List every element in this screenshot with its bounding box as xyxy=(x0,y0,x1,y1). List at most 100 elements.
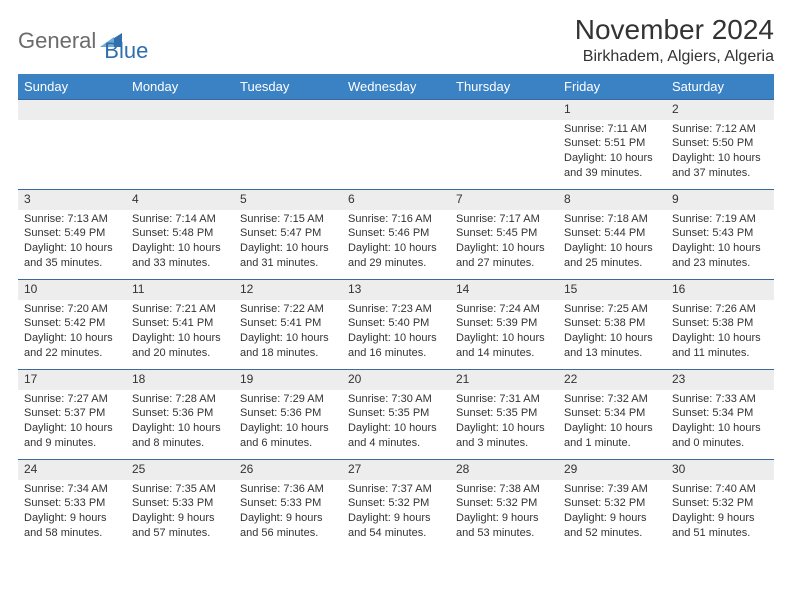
calendar-day-cell: 20Sunrise: 7:30 AMSunset: 5:35 PMDayligh… xyxy=(342,370,450,460)
day-details: Sunrise: 7:17 AMSunset: 5:45 PMDaylight:… xyxy=(450,210,558,275)
daylight-text: Daylight: 10 hours and 6 minutes. xyxy=(240,421,336,451)
daylight-text: Daylight: 10 hours and 13 minutes. xyxy=(564,331,660,361)
calendar-day-cell: 7Sunrise: 7:17 AMSunset: 5:45 PMDaylight… xyxy=(450,190,558,280)
logo-text-blue: Blue xyxy=(104,38,148,64)
day-number: 22 xyxy=(558,370,666,390)
sunset-text: Sunset: 5:44 PM xyxy=(564,226,660,241)
calendar-day-cell: 9Sunrise: 7:19 AMSunset: 5:43 PMDaylight… xyxy=(666,190,774,280)
sunset-text: Sunset: 5:39 PM xyxy=(456,316,552,331)
sunset-text: Sunset: 5:32 PM xyxy=(564,496,660,511)
day-details: Sunrise: 7:12 AMSunset: 5:50 PMDaylight:… xyxy=(666,120,774,185)
day-number: 10 xyxy=(18,280,126,300)
sunrise-text: Sunrise: 7:33 AM xyxy=(672,392,768,407)
calendar-week-row: 1Sunrise: 7:11 AMSunset: 5:51 PMDaylight… xyxy=(18,100,774,190)
sunrise-text: Sunrise: 7:28 AM xyxy=(132,392,228,407)
sunrise-text: Sunrise: 7:35 AM xyxy=(132,482,228,497)
day-number: 26 xyxy=(234,460,342,480)
sunrise-text: Sunrise: 7:17 AM xyxy=(456,212,552,227)
sunset-text: Sunset: 5:33 PM xyxy=(240,496,336,511)
daylight-text: Daylight: 10 hours and 1 minute. xyxy=(564,421,660,451)
day-number: 3 xyxy=(18,190,126,210)
sunset-text: Sunset: 5:38 PM xyxy=(564,316,660,331)
day-details: Sunrise: 7:23 AMSunset: 5:40 PMDaylight:… xyxy=(342,300,450,365)
day-number: 30 xyxy=(666,460,774,480)
sunrise-text: Sunrise: 7:16 AM xyxy=(348,212,444,227)
day-details: Sunrise: 7:25 AMSunset: 5:38 PMDaylight:… xyxy=(558,300,666,365)
sunset-text: Sunset: 5:42 PM xyxy=(24,316,120,331)
daylight-text: Daylight: 10 hours and 8 minutes. xyxy=(132,421,228,451)
calendar-day-cell: 3Sunrise: 7:13 AMSunset: 5:49 PMDaylight… xyxy=(18,190,126,280)
calendar-day-cell: 27Sunrise: 7:37 AMSunset: 5:32 PMDayligh… xyxy=(342,460,450,550)
day-details: Sunrise: 7:26 AMSunset: 5:38 PMDaylight:… xyxy=(666,300,774,365)
day-details: Sunrise: 7:31 AMSunset: 5:35 PMDaylight:… xyxy=(450,390,558,455)
sunrise-text: Sunrise: 7:24 AM xyxy=(456,302,552,317)
daylight-text: Daylight: 10 hours and 0 minutes. xyxy=(672,421,768,451)
day-details: Sunrise: 7:35 AMSunset: 5:33 PMDaylight:… xyxy=(126,480,234,545)
calendar-day-cell: 23Sunrise: 7:33 AMSunset: 5:34 PMDayligh… xyxy=(666,370,774,460)
day-details: Sunrise: 7:13 AMSunset: 5:49 PMDaylight:… xyxy=(18,210,126,275)
day-number: 13 xyxy=(342,280,450,300)
day-number: 15 xyxy=(558,280,666,300)
daylight-text: Daylight: 9 hours and 57 minutes. xyxy=(132,511,228,541)
day-number: 8 xyxy=(558,190,666,210)
calendar-day-cell: 26Sunrise: 7:36 AMSunset: 5:33 PMDayligh… xyxy=(234,460,342,550)
sunset-text: Sunset: 5:34 PM xyxy=(564,406,660,421)
day-number: 9 xyxy=(666,190,774,210)
daylight-text: Daylight: 10 hours and 18 minutes. xyxy=(240,331,336,361)
daylight-text: Daylight: 9 hours and 58 minutes. xyxy=(24,511,120,541)
logo: General Blue xyxy=(18,14,148,64)
sunset-text: Sunset: 5:47 PM xyxy=(240,226,336,241)
calendar-day-cell: 10Sunrise: 7:20 AMSunset: 5:42 PMDayligh… xyxy=(18,280,126,370)
calendar-day-cell xyxy=(126,100,234,190)
calendar-day-cell: 17Sunrise: 7:27 AMSunset: 5:37 PMDayligh… xyxy=(18,370,126,460)
weekday-header: Sunday xyxy=(18,74,126,100)
daylight-text: Daylight: 10 hours and 11 minutes. xyxy=(672,331,768,361)
daylight-text: Daylight: 9 hours and 52 minutes. xyxy=(564,511,660,541)
calendar-day-cell xyxy=(234,100,342,190)
sunset-text: Sunset: 5:35 PM xyxy=(456,406,552,421)
day-details: Sunrise: 7:16 AMSunset: 5:46 PMDaylight:… xyxy=(342,210,450,275)
daylight-text: Daylight: 10 hours and 22 minutes. xyxy=(24,331,120,361)
day-number: 14 xyxy=(450,280,558,300)
day-details: Sunrise: 7:37 AMSunset: 5:32 PMDaylight:… xyxy=(342,480,450,545)
day-number xyxy=(126,100,234,120)
sunrise-text: Sunrise: 7:25 AM xyxy=(564,302,660,317)
sunset-text: Sunset: 5:33 PM xyxy=(132,496,228,511)
day-number: 2 xyxy=(666,100,774,120)
calendar-day-cell: 19Sunrise: 7:29 AMSunset: 5:36 PMDayligh… xyxy=(234,370,342,460)
calendar-day-cell: 5Sunrise: 7:15 AMSunset: 5:47 PMDaylight… xyxy=(234,190,342,280)
daylight-text: Daylight: 10 hours and 31 minutes. xyxy=(240,241,336,271)
day-details: Sunrise: 7:30 AMSunset: 5:35 PMDaylight:… xyxy=(342,390,450,455)
sunset-text: Sunset: 5:40 PM xyxy=(348,316,444,331)
day-details: Sunrise: 7:24 AMSunset: 5:39 PMDaylight:… xyxy=(450,300,558,365)
sunset-text: Sunset: 5:41 PM xyxy=(240,316,336,331)
sunrise-text: Sunrise: 7:26 AM xyxy=(672,302,768,317)
calendar-day-cell: 1Sunrise: 7:11 AMSunset: 5:51 PMDaylight… xyxy=(558,100,666,190)
sunrise-text: Sunrise: 7:40 AM xyxy=(672,482,768,497)
day-number: 29 xyxy=(558,460,666,480)
sunrise-text: Sunrise: 7:22 AM xyxy=(240,302,336,317)
sunset-text: Sunset: 5:37 PM xyxy=(24,406,120,421)
sunset-text: Sunset: 5:34 PM xyxy=(672,406,768,421)
sunrise-text: Sunrise: 7:12 AM xyxy=(672,122,768,137)
day-number: 25 xyxy=(126,460,234,480)
sunset-text: Sunset: 5:45 PM xyxy=(456,226,552,241)
calendar-day-cell xyxy=(450,100,558,190)
sunrise-text: Sunrise: 7:21 AM xyxy=(132,302,228,317)
day-number: 1 xyxy=(558,100,666,120)
daylight-text: Daylight: 10 hours and 33 minutes. xyxy=(132,241,228,271)
day-number xyxy=(450,100,558,120)
sunset-text: Sunset: 5:32 PM xyxy=(456,496,552,511)
day-number: 5 xyxy=(234,190,342,210)
daylight-text: Daylight: 9 hours and 54 minutes. xyxy=(348,511,444,541)
daylight-text: Daylight: 10 hours and 37 minutes. xyxy=(672,151,768,181)
calendar-day-cell: 6Sunrise: 7:16 AMSunset: 5:46 PMDaylight… xyxy=(342,190,450,280)
daylight-text: Daylight: 9 hours and 53 minutes. xyxy=(456,511,552,541)
sunrise-text: Sunrise: 7:37 AM xyxy=(348,482,444,497)
sunset-text: Sunset: 5:36 PM xyxy=(132,406,228,421)
daylight-text: Daylight: 10 hours and 4 minutes. xyxy=(348,421,444,451)
daylight-text: Daylight: 10 hours and 3 minutes. xyxy=(456,421,552,451)
calendar-week-row: 17Sunrise: 7:27 AMSunset: 5:37 PMDayligh… xyxy=(18,370,774,460)
day-number: 28 xyxy=(450,460,558,480)
calendar-day-cell: 16Sunrise: 7:26 AMSunset: 5:38 PMDayligh… xyxy=(666,280,774,370)
